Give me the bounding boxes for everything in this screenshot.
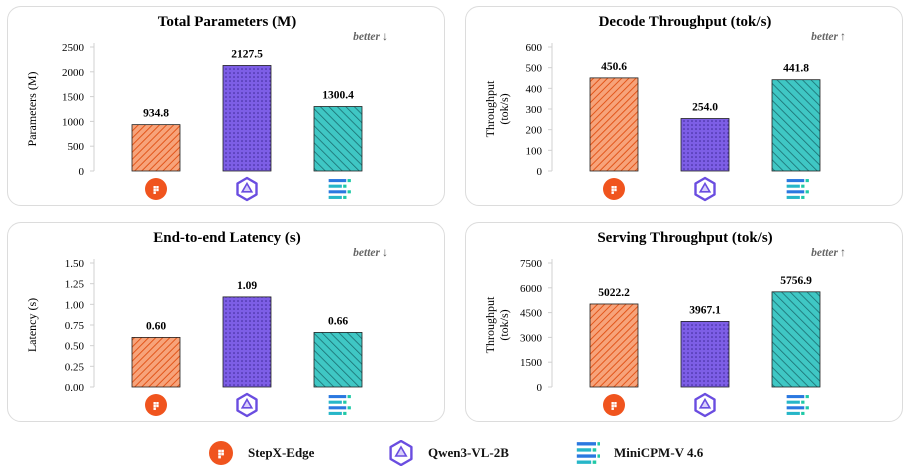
minicpm-logo-icon [786, 395, 809, 415]
y-tick-label: 0 [79, 166, 85, 178]
bar-minicpm [313, 106, 363, 172]
y-tick-label: 1.25 [65, 279, 85, 291]
y-tick-label: 7500 [520, 258, 543, 270]
bar-minicpm [771, 291, 821, 388]
stepx-logo-icon [145, 394, 167, 416]
chart-title: Serving Throughput (tok/s) [597, 230, 772, 246]
chart-decode-throughput: Decode Throughput (tok/s) better ↑ Throughp… [483, 14, 846, 202]
chart-serving-throughput: Serving Throughput (tok/s) better ↑ Through… [483, 230, 846, 418]
minicpm-logo-icon [328, 395, 351, 415]
chart-panel-total-parameters: Total Parameters (M) better ↓ Parameters (M… [7, 6, 445, 206]
y-axis-label: Throughput(tok/s) [483, 80, 511, 137]
better-hint: better [811, 31, 838, 43]
better-arrow: ↓ [382, 245, 388, 259]
legend-label: Qwen3-VL-2B [428, 445, 509, 460]
y-tick-label: 6000 [520, 283, 543, 295]
y-tick-label: 400 [526, 83, 543, 95]
better-hint: better [811, 247, 838, 259]
y-axis-label: Throughput(tok/s) [483, 296, 511, 353]
chart-total-parameters: Total Parameters (M) better ↓ Parameters (M… [25, 14, 388, 202]
chart-panel-latency: End-to-end Latency (s) better ↓ Latency (s)… [7, 222, 445, 422]
legend-item-stepx: StepX-Edge [208, 440, 314, 466]
y-tick-label: 1.50 [65, 258, 85, 270]
y-tick-label: 3000 [520, 332, 543, 344]
better-hint: better [353, 31, 380, 43]
y-tick-label: 600 [526, 42, 543, 54]
better-arrow: ↑ [840, 245, 846, 259]
y-tick-label: 1500 [62, 92, 85, 104]
bar-minicpm [771, 79, 821, 172]
y-tick-label: 2500 [62, 42, 85, 54]
data-label: 1300.4 [322, 90, 354, 102]
bar-qwen [222, 296, 272, 388]
data-label: 934.8 [143, 108, 169, 120]
data-label: 3967.1 [689, 304, 721, 316]
y-axis-label: Parameters (M) [25, 72, 39, 147]
legend-item-minicpm: MiniCPM-V 4.6 [574, 440, 703, 466]
qwen-logo-icon [694, 392, 716, 418]
y-axis-label: Latency (s) [25, 298, 39, 352]
y-tick-label: 200 [526, 125, 543, 137]
stepx-logo-icon [209, 441, 233, 465]
stepx-logo-icon [145, 178, 167, 200]
better-arrow: ↓ [382, 29, 388, 43]
legend-item-qwen: Qwen3-VL-2B [388, 440, 509, 466]
chart-panel-serving-throughput: Serving Throughput (tok/s) better ↑ Through… [465, 222, 903, 422]
minicpm-logo-icon [328, 179, 351, 199]
stepx-logo-icon [603, 394, 625, 416]
y-tick-label: 0.00 [65, 382, 85, 394]
qwen-logo-icon [236, 392, 258, 418]
bar-stepx [589, 77, 639, 172]
data-label: 0.60 [146, 320, 166, 332]
y-tick-label: 1.00 [65, 299, 85, 311]
y-tick-label: 0 [537, 382, 543, 394]
stepx-logo-icon [603, 178, 625, 200]
minicpm-logo-icon [576, 442, 600, 464]
y-tick-label: 0.75 [65, 320, 85, 332]
y-tick-label: 1500 [520, 357, 543, 369]
chart-panel-decode-throughput: Decode Throughput (tok/s) better ↑ Throughp… [465, 6, 903, 206]
legend: StepX-Edge Qwen3-VL-2B MiniCPM-V 4.6 [0, 432, 910, 472]
better-hint: better [353, 247, 380, 259]
y-tick-label: 0 [537, 166, 543, 178]
y-tick-label: 100 [526, 145, 543, 157]
bar-stepx [589, 303, 639, 388]
legend-label: StepX-Edge [248, 445, 315, 460]
y-tick-label: 0.50 [65, 341, 85, 353]
data-label: 450.6 [601, 61, 627, 73]
chart-latency: End-to-end Latency (s) better ↓ Latency (s)… [25, 230, 388, 418]
bar-stepx [131, 124, 181, 172]
y-tick-label: 500 [526, 63, 543, 75]
chart-title: Decode Throughput (tok/s) [599, 14, 772, 30]
y-tick-label: 4500 [520, 308, 543, 320]
y-tick-label: 300 [526, 104, 543, 116]
bar-qwen [680, 321, 730, 388]
y-tick-label: 2000 [62, 67, 85, 79]
y-tick-label: 500 [68, 141, 85, 153]
chart-title: End-to-end Latency (s) [153, 230, 301, 246]
qwen-logo-icon [694, 176, 716, 202]
bar-qwen [222, 65, 272, 172]
minicpm-logo-icon [786, 179, 809, 199]
qwen-logo-icon [389, 440, 413, 466]
qwen-logo-icon [236, 176, 258, 202]
chart-title: Total Parameters (M) [158, 14, 297, 30]
bar-qwen [680, 118, 730, 172]
data-label: 2127.5 [231, 48, 263, 60]
data-label: 0.66 [328, 315, 348, 327]
data-label: 1.09 [237, 280, 257, 292]
data-label: 5756.9 [780, 275, 812, 287]
data-label: 254.0 [692, 102, 718, 114]
data-label: 5022.2 [598, 287, 630, 299]
y-tick-label: 1000 [62, 116, 85, 128]
bar-minicpm [313, 332, 363, 388]
better-arrow: ↑ [840, 29, 846, 43]
legend-label: MiniCPM-V 4.6 [614, 445, 704, 460]
bar-stepx [131, 337, 181, 388]
data-label: 441.8 [783, 63, 809, 75]
y-tick-label: 0.25 [65, 361, 85, 373]
